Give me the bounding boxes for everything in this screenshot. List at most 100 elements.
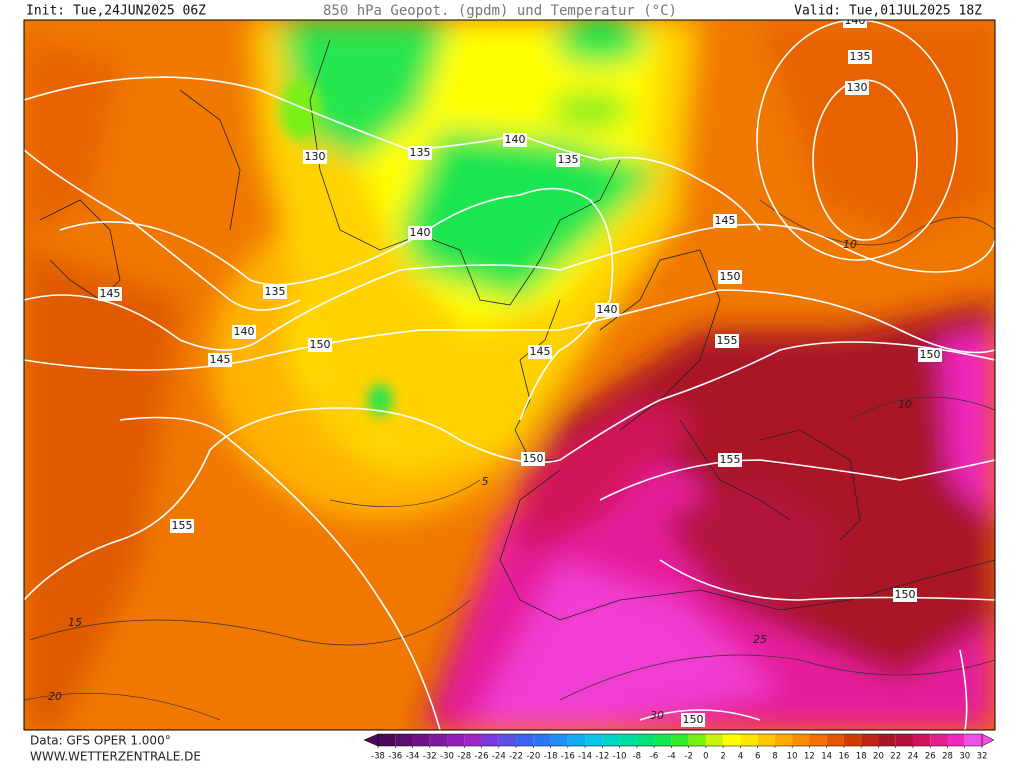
colorbar-swatch xyxy=(447,734,465,746)
colorbar-tick-label: -18 xyxy=(544,752,558,762)
colorbar-tick-label: -8 xyxy=(633,752,641,762)
label-box xyxy=(208,353,232,367)
colorbar-tick-label: 28 xyxy=(942,752,953,762)
colorbar-tick-label: -16 xyxy=(561,752,575,762)
colorbar-tick-label: -28 xyxy=(457,752,471,762)
colorbar-swatch xyxy=(654,734,672,746)
label-box xyxy=(843,20,867,28)
colorbar-tick-label: -32 xyxy=(423,752,437,762)
colorbar-tick-label: 16 xyxy=(839,752,850,762)
geopotential-label: 140 xyxy=(234,325,255,338)
colorbar-tick-label: -26 xyxy=(475,752,489,762)
label-box xyxy=(528,345,552,359)
temperature-label: 15 xyxy=(68,616,82,629)
colorbar-swatch xyxy=(619,734,637,746)
init-time: Init: Tue,24JUN2025 06Z xyxy=(26,4,206,19)
colorbar-swatch xyxy=(912,734,931,746)
colorbar-swatch xyxy=(774,734,793,746)
label-box xyxy=(263,285,287,299)
geopotential-label: 150 xyxy=(683,713,704,726)
colorbar-swatch xyxy=(930,734,948,746)
colorbar-swatch xyxy=(550,734,568,746)
colorbar-arrow-low xyxy=(363,733,379,747)
colorbar-swatch xyxy=(602,734,620,746)
colorbar-swatch xyxy=(895,734,913,746)
colorbar-tick-label: -30 xyxy=(440,752,454,762)
colorbar-tick-label: 18 xyxy=(856,752,867,762)
colorbar-swatch xyxy=(516,734,534,746)
colorbar-swatch xyxy=(688,734,706,746)
colorbar-tick-label: 30 xyxy=(959,752,970,762)
colorbar-swatch xyxy=(481,734,499,746)
colorbar-swatch xyxy=(498,734,517,746)
colorbar-tick-label: 8 xyxy=(772,752,777,762)
label-box xyxy=(595,303,619,317)
geopotential-label: 130 xyxy=(305,150,326,163)
colorbar-swatch xyxy=(757,734,775,746)
green-detail xyxy=(280,80,392,416)
geopotential-label: 150 xyxy=(895,588,916,601)
map-area: 140 135 130 130 135 140 135 145 140 150 145 135 140 1… xyxy=(24,20,995,730)
geopotential-label: 135 xyxy=(410,146,431,159)
colorbar-swatch xyxy=(378,734,396,746)
colorbar-arrow-high xyxy=(981,733,995,747)
label-box xyxy=(170,519,194,533)
colorbar-swatch xyxy=(843,734,862,746)
colorbar-swatch xyxy=(809,734,827,746)
colorbar-tick-label: 24 xyxy=(908,752,919,762)
colorbar-tick-label: -14 xyxy=(578,752,592,762)
geopotential-label: 150 xyxy=(920,348,941,361)
label-box xyxy=(713,214,737,228)
temperature-label: 20 xyxy=(48,690,62,703)
colorbar-tick-label: -34 xyxy=(406,752,420,762)
colorbar-tick-label: 0 xyxy=(703,752,708,762)
geopotential-label: 150 xyxy=(310,338,331,351)
colorbar-swatch xyxy=(585,734,603,746)
colorbar-swatch xyxy=(705,734,724,746)
colorbar-swatch xyxy=(412,734,430,746)
colorbar-tick-label: -12 xyxy=(595,752,609,762)
colorbar-tick-label: 20 xyxy=(873,752,884,762)
label-box xyxy=(232,325,256,339)
colorbar-swatch xyxy=(878,734,896,746)
geopotential-label: 155 xyxy=(717,334,738,347)
colorbar-tick-label: -4 xyxy=(667,752,675,762)
label-box xyxy=(718,270,742,284)
geopotential-label: 135 xyxy=(558,153,579,166)
label-box xyxy=(556,153,580,167)
colorbar-tick-label: -6 xyxy=(650,752,658,762)
label-box xyxy=(845,81,869,95)
temperature-label: 30 xyxy=(650,709,664,722)
colorbar-tick-label: 22 xyxy=(890,752,901,762)
colorbar-swatch xyxy=(964,734,982,746)
geopotential-label: 145 xyxy=(210,353,231,366)
contour-labels: 140 135 130 130 135 140 135 145 140 150 145 135 140 1… xyxy=(48,20,942,727)
geopotential-label: 145 xyxy=(530,345,551,358)
geopotential-label: 140 xyxy=(597,303,618,316)
label-box xyxy=(308,338,332,352)
geopotential-label: 150 xyxy=(720,270,741,283)
colorbar-tick-label: -2 xyxy=(684,752,692,762)
colorbar-swatch xyxy=(792,734,810,746)
colorbar-tick-label: 14 xyxy=(821,752,832,762)
colorbar-swatch xyxy=(464,734,482,746)
colorbar-tick-label: -20 xyxy=(526,752,540,762)
colorbar-tick-label: 6 xyxy=(755,752,760,762)
colorbar-swatch xyxy=(671,734,689,746)
geopotential-label: 145 xyxy=(100,287,121,300)
colorbar-tick-label: 2 xyxy=(720,752,725,762)
coastlines xyxy=(39,39,995,621)
colorbar-tick-label: -22 xyxy=(509,752,523,762)
geopotential-label: 140 xyxy=(410,226,431,239)
colorbar-tick-label: 4 xyxy=(738,752,743,762)
colorbar-tick-label: 10 xyxy=(787,752,798,762)
colorbar-tick-label: -36 xyxy=(388,752,402,762)
label-box xyxy=(718,453,742,467)
temperature-label: 25 xyxy=(753,633,767,646)
colorbar-tick-label: 32 xyxy=(977,752,988,762)
colorbar-swatch xyxy=(947,734,965,746)
valid-time: Valid: Tue,01JUL2025 18Z xyxy=(794,4,982,19)
colorbar-swatch xyxy=(740,734,758,746)
